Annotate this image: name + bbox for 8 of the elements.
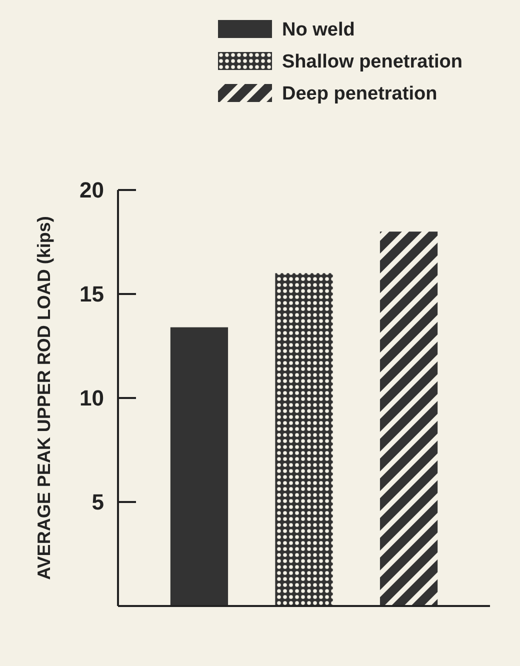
y-tick-label: 20: [80, 178, 104, 203]
legend-label: Shallow penetration: [282, 52, 463, 73]
legend-label: No weld: [282, 20, 355, 41]
y-tick-label: 5: [92, 490, 104, 515]
y-tick-label: 15: [80, 282, 104, 307]
legend-label: Deep penetration: [282, 84, 438, 105]
y-tick-label: 10: [80, 386, 104, 411]
y-axis-title: AVERAGE PEAK UPPER ROD LOAD (kips): [34, 216, 54, 580]
